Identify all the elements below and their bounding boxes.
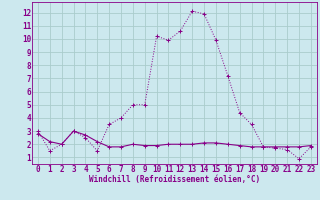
X-axis label: Windchill (Refroidissement éolien,°C): Windchill (Refroidissement éolien,°C) — [89, 175, 260, 184]
